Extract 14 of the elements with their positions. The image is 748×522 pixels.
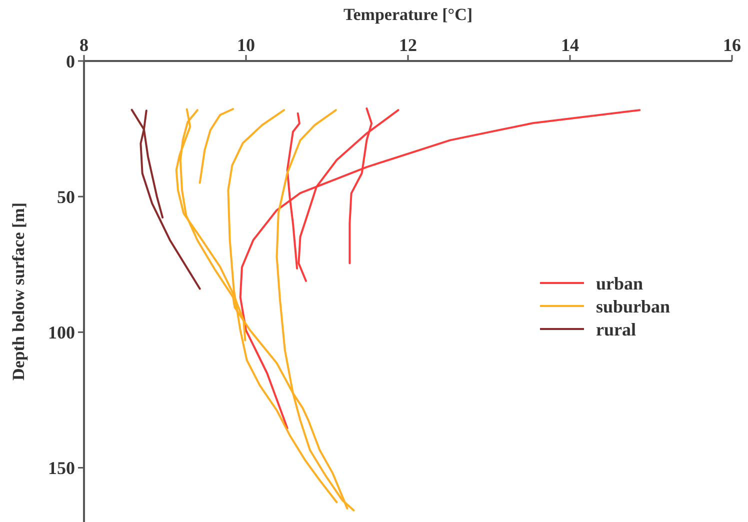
x-tick-label: 14 [561, 35, 579, 55]
y-axis-title: Depth below surface [m] [9, 202, 28, 380]
x-tick-label: 8 [80, 35, 88, 55]
x-tick-label: 10 [237, 35, 255, 55]
y-tick-label: 150 [48, 458, 75, 478]
x-tick-label: 16 [723, 35, 741, 55]
x-tick-label: 12 [399, 35, 417, 55]
legend-label: urban [596, 273, 644, 294]
y-tick-label: 0 [66, 51, 75, 72]
legend-label: suburban [596, 296, 670, 316]
y-tick-label: 100 [48, 322, 75, 342]
legend-label: rural [596, 319, 636, 340]
y-tick-label: 50 [57, 186, 75, 207]
x-axis-title: Temperature [°C] [343, 5, 473, 24]
